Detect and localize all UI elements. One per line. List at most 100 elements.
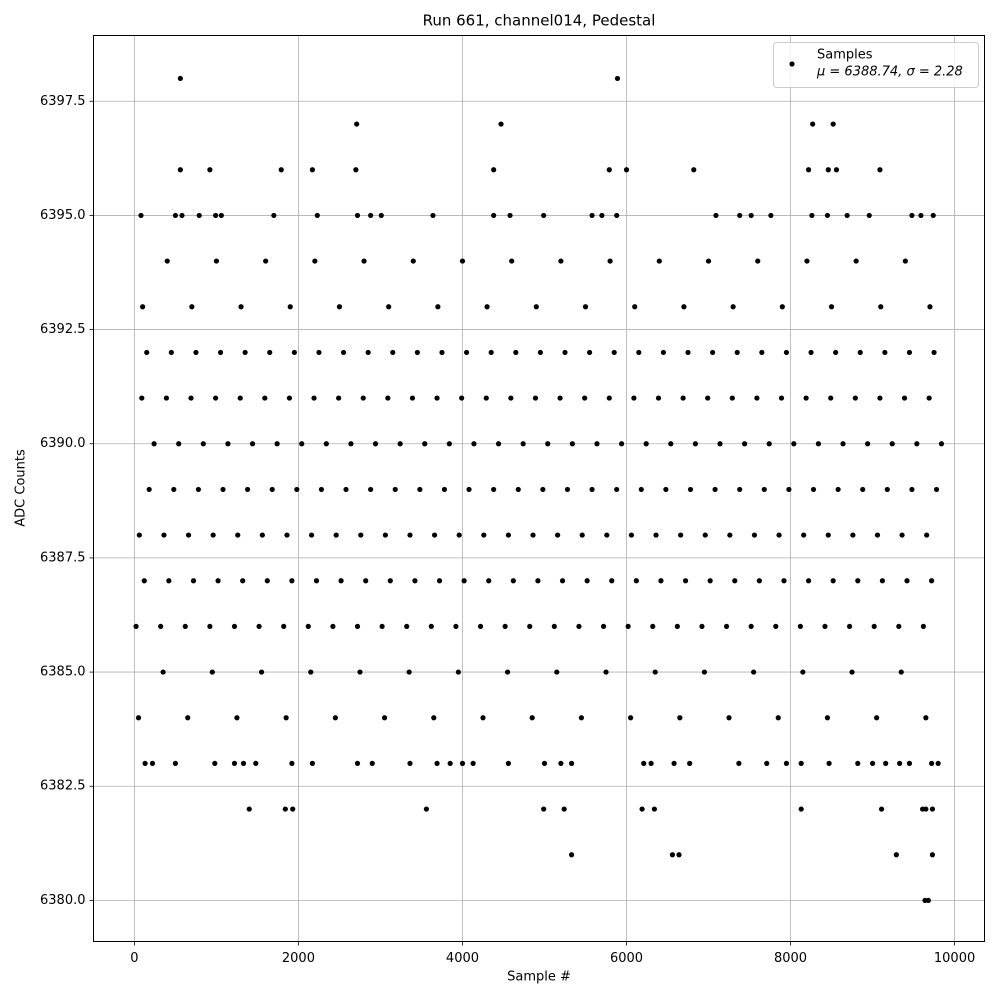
point (193, 349, 199, 356)
point (404, 623, 410, 630)
point (764, 760, 770, 767)
point (889, 441, 895, 447)
point (776, 532, 782, 538)
point (857, 349, 863, 356)
point (439, 349, 445, 356)
point (559, 578, 566, 584)
x-tick-label: 4000 (446, 951, 479, 966)
point (360, 395, 366, 401)
point (491, 212, 497, 219)
point (365, 349, 371, 356)
point (909, 486, 915, 493)
point (259, 532, 265, 538)
point (540, 486, 546, 493)
point (924, 532, 930, 538)
point (931, 349, 937, 356)
point (826, 760, 832, 767)
point (878, 304, 884, 310)
y-tick-label: 6395.0 (40, 208, 86, 223)
point (246, 806, 252, 812)
point (815, 441, 822, 447)
point (463, 349, 470, 356)
point (589, 486, 595, 493)
point (385, 395, 391, 401)
point (810, 486, 817, 493)
point (185, 532, 192, 538)
point (213, 212, 219, 219)
point (761, 486, 767, 493)
point (568, 852, 575, 858)
point (678, 532, 684, 538)
y-tick-label: 6397.5 (40, 94, 86, 109)
point (386, 304, 392, 310)
point (407, 532, 413, 538)
point (294, 486, 300, 493)
point (705, 258, 712, 264)
point (140, 304, 146, 310)
points (133, 75, 945, 904)
point (687, 486, 694, 493)
point (133, 623, 139, 630)
point (594, 441, 600, 447)
point (833, 167, 840, 173)
point (348, 441, 354, 447)
point (515, 486, 521, 493)
point (676, 852, 682, 858)
point (308, 669, 314, 675)
point (897, 760, 903, 767)
point (643, 441, 649, 447)
point (182, 623, 188, 630)
point (453, 623, 459, 630)
point (338, 578, 344, 584)
point (562, 349, 568, 356)
point (308, 532, 315, 538)
point (372, 441, 379, 447)
point (213, 395, 219, 401)
point (869, 760, 876, 767)
point (925, 897, 931, 904)
point (663, 486, 669, 493)
point (609, 578, 615, 584)
point (207, 623, 213, 630)
point (625, 623, 631, 630)
point (561, 806, 567, 812)
point (579, 532, 585, 538)
point (614, 486, 620, 493)
point (163, 395, 170, 401)
point (906, 349, 913, 356)
point (507, 212, 513, 219)
point (196, 212, 202, 219)
point (584, 578, 590, 584)
point (256, 623, 262, 630)
y-axis-label: ADC Counts (14, 449, 29, 527)
point (555, 532, 561, 538)
point (682, 578, 689, 584)
point (901, 395, 908, 401)
point (305, 623, 311, 630)
point (142, 760, 148, 767)
point (723, 623, 730, 630)
legend-box (773, 42, 979, 88)
point (582, 395, 588, 401)
point (434, 395, 440, 401)
point (412, 578, 418, 584)
point (269, 486, 275, 493)
point (488, 349, 494, 356)
point (446, 441, 452, 447)
point (314, 212, 320, 219)
point (607, 258, 613, 264)
point (240, 578, 246, 584)
point (409, 395, 416, 401)
point (340, 349, 347, 356)
point (879, 578, 885, 584)
point (332, 715, 338, 721)
point (926, 395, 932, 401)
point (734, 349, 740, 356)
point (606, 167, 612, 173)
point (606, 395, 612, 401)
point (751, 532, 758, 538)
point (274, 441, 280, 447)
point (840, 441, 846, 447)
point (200, 441, 206, 447)
point (447, 760, 453, 767)
